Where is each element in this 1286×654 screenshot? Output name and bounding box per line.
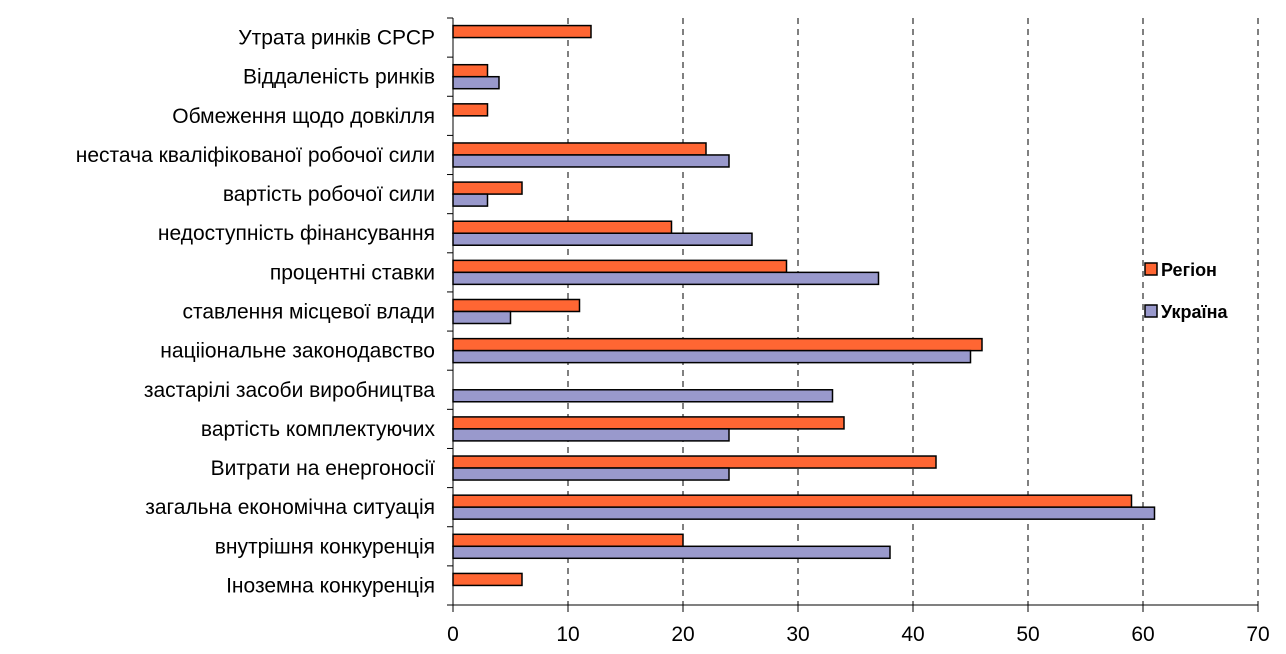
legend-swatch xyxy=(1144,262,1158,276)
legend: Регіон Україна xyxy=(1144,260,1228,322)
category-label: вартість комплектуючих xyxy=(201,418,436,441)
bar-region xyxy=(452,416,845,430)
x-tick-label: 50 xyxy=(1016,623,1039,646)
bar-ukraine xyxy=(452,428,730,442)
bar-ukraine xyxy=(452,506,1156,520)
category-label: внутрішня конкуренція xyxy=(215,535,435,558)
bar-ukraine xyxy=(452,271,880,286)
category-label: Обмеження щодо довкілля xyxy=(172,105,435,128)
bar-region xyxy=(452,455,937,469)
legend-swatch xyxy=(1144,304,1158,318)
bar-region xyxy=(452,337,983,352)
category-label: Іноземна конкуренція xyxy=(226,574,435,597)
bar-region xyxy=(452,259,788,274)
x-tick-label: 0 xyxy=(447,623,459,646)
legend-label: Україна xyxy=(1161,302,1228,322)
bar-ukraine xyxy=(452,545,891,560)
x-tick-label: 40 xyxy=(901,623,924,646)
category-label: націіональне законодавство xyxy=(160,340,435,363)
bar-region xyxy=(452,220,673,234)
bar-region xyxy=(452,181,523,195)
bar-ukraine xyxy=(452,389,834,403)
category-label: застарілі засоби виробництва xyxy=(144,379,435,402)
bar-ukraine xyxy=(452,349,972,364)
bar-ukraine xyxy=(452,232,753,246)
category-label: ставлення місцевої влади xyxy=(182,301,435,324)
bars xyxy=(452,24,1156,587)
category-label: загальна економічна ситуація xyxy=(145,496,435,519)
bar-ukraine xyxy=(452,467,730,481)
bar-region xyxy=(452,533,684,548)
category-label: процентні ставки xyxy=(270,261,435,284)
bar-region xyxy=(452,103,489,117)
bar-ukraine xyxy=(452,154,730,168)
x-tick-label: 60 xyxy=(1131,623,1154,646)
category-label: недоступність фінансування xyxy=(158,222,435,245)
bar-region xyxy=(452,24,592,39)
bar-ukraine xyxy=(452,310,512,325)
category-label: Утрата ринків СРСР xyxy=(238,27,435,50)
x-tick-labels: 0 10 20 30 40 50 60 70 xyxy=(447,623,1270,646)
bar-region xyxy=(452,572,523,587)
x-tick-label: 70 xyxy=(1246,623,1269,646)
category-label: нестача кваліфікованої робочої сили xyxy=(76,144,435,167)
category-labels: Утрата ринків СРСР Віддаленість ринків Обм… xyxy=(76,27,436,598)
category-label: Віддаленість ринків xyxy=(243,66,435,89)
legend-label: Регіон xyxy=(1161,260,1217,280)
bar-region xyxy=(452,63,489,78)
bar-region xyxy=(452,298,581,313)
bar-region xyxy=(452,494,1133,508)
bar-region xyxy=(452,142,707,156)
x-tick-label: 20 xyxy=(671,623,694,646)
bar-ukraine xyxy=(452,193,489,207)
axes xyxy=(447,17,1259,612)
category-label: вартість робочої сили xyxy=(223,183,435,206)
bar-ukraine xyxy=(452,75,500,90)
category-label: Витрати на енергоносії xyxy=(211,457,436,480)
x-tick-label: 10 xyxy=(556,623,579,646)
x-tick-label: 30 xyxy=(786,623,809,646)
